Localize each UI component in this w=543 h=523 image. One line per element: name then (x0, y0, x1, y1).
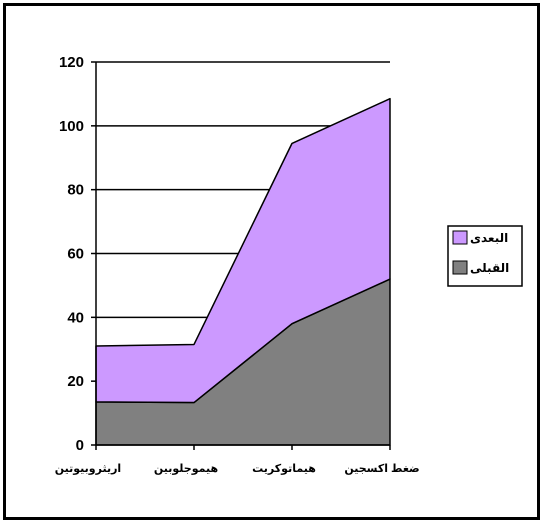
y-tick-label-40: 40 (67, 309, 84, 326)
y-axis-tick-labels: 0 20 40 60 80 100 120 (59, 54, 84, 454)
y-tick-label-20: 20 (67, 373, 84, 390)
y-tick-label-120: 120 (59, 54, 84, 71)
legend-label-2: القبلى (470, 261, 509, 275)
x-tick-label: اريثروبيوتين (55, 463, 121, 475)
x-tick-label: ضغط اكسجين (344, 463, 419, 475)
x-axis-tick-labels: اريثروبيوتين هيموجلوبين هيماتوكريت ضغط اكسج… (55, 463, 420, 475)
y-tick-label-0: 0 (76, 437, 84, 454)
x-tick-label: هيموجلوبين (154, 463, 218, 475)
area-series (95, 97, 391, 446)
legend: البعدى القبلى (447, 225, 523, 287)
x-tick-label: هيماتوكريت (252, 463, 316, 475)
legend-swatch-2 (452, 260, 468, 275)
series-area-2 (95, 97, 391, 404)
y-tick-label-100: 100 (59, 118, 84, 135)
y-tick-label-60: 60 (67, 246, 84, 263)
axes (91, 61, 391, 450)
legend-swatch-1 (452, 230, 468, 245)
legend-label-1: البعدى (470, 231, 508, 245)
y-tick-label-80: 80 (67, 182, 84, 199)
